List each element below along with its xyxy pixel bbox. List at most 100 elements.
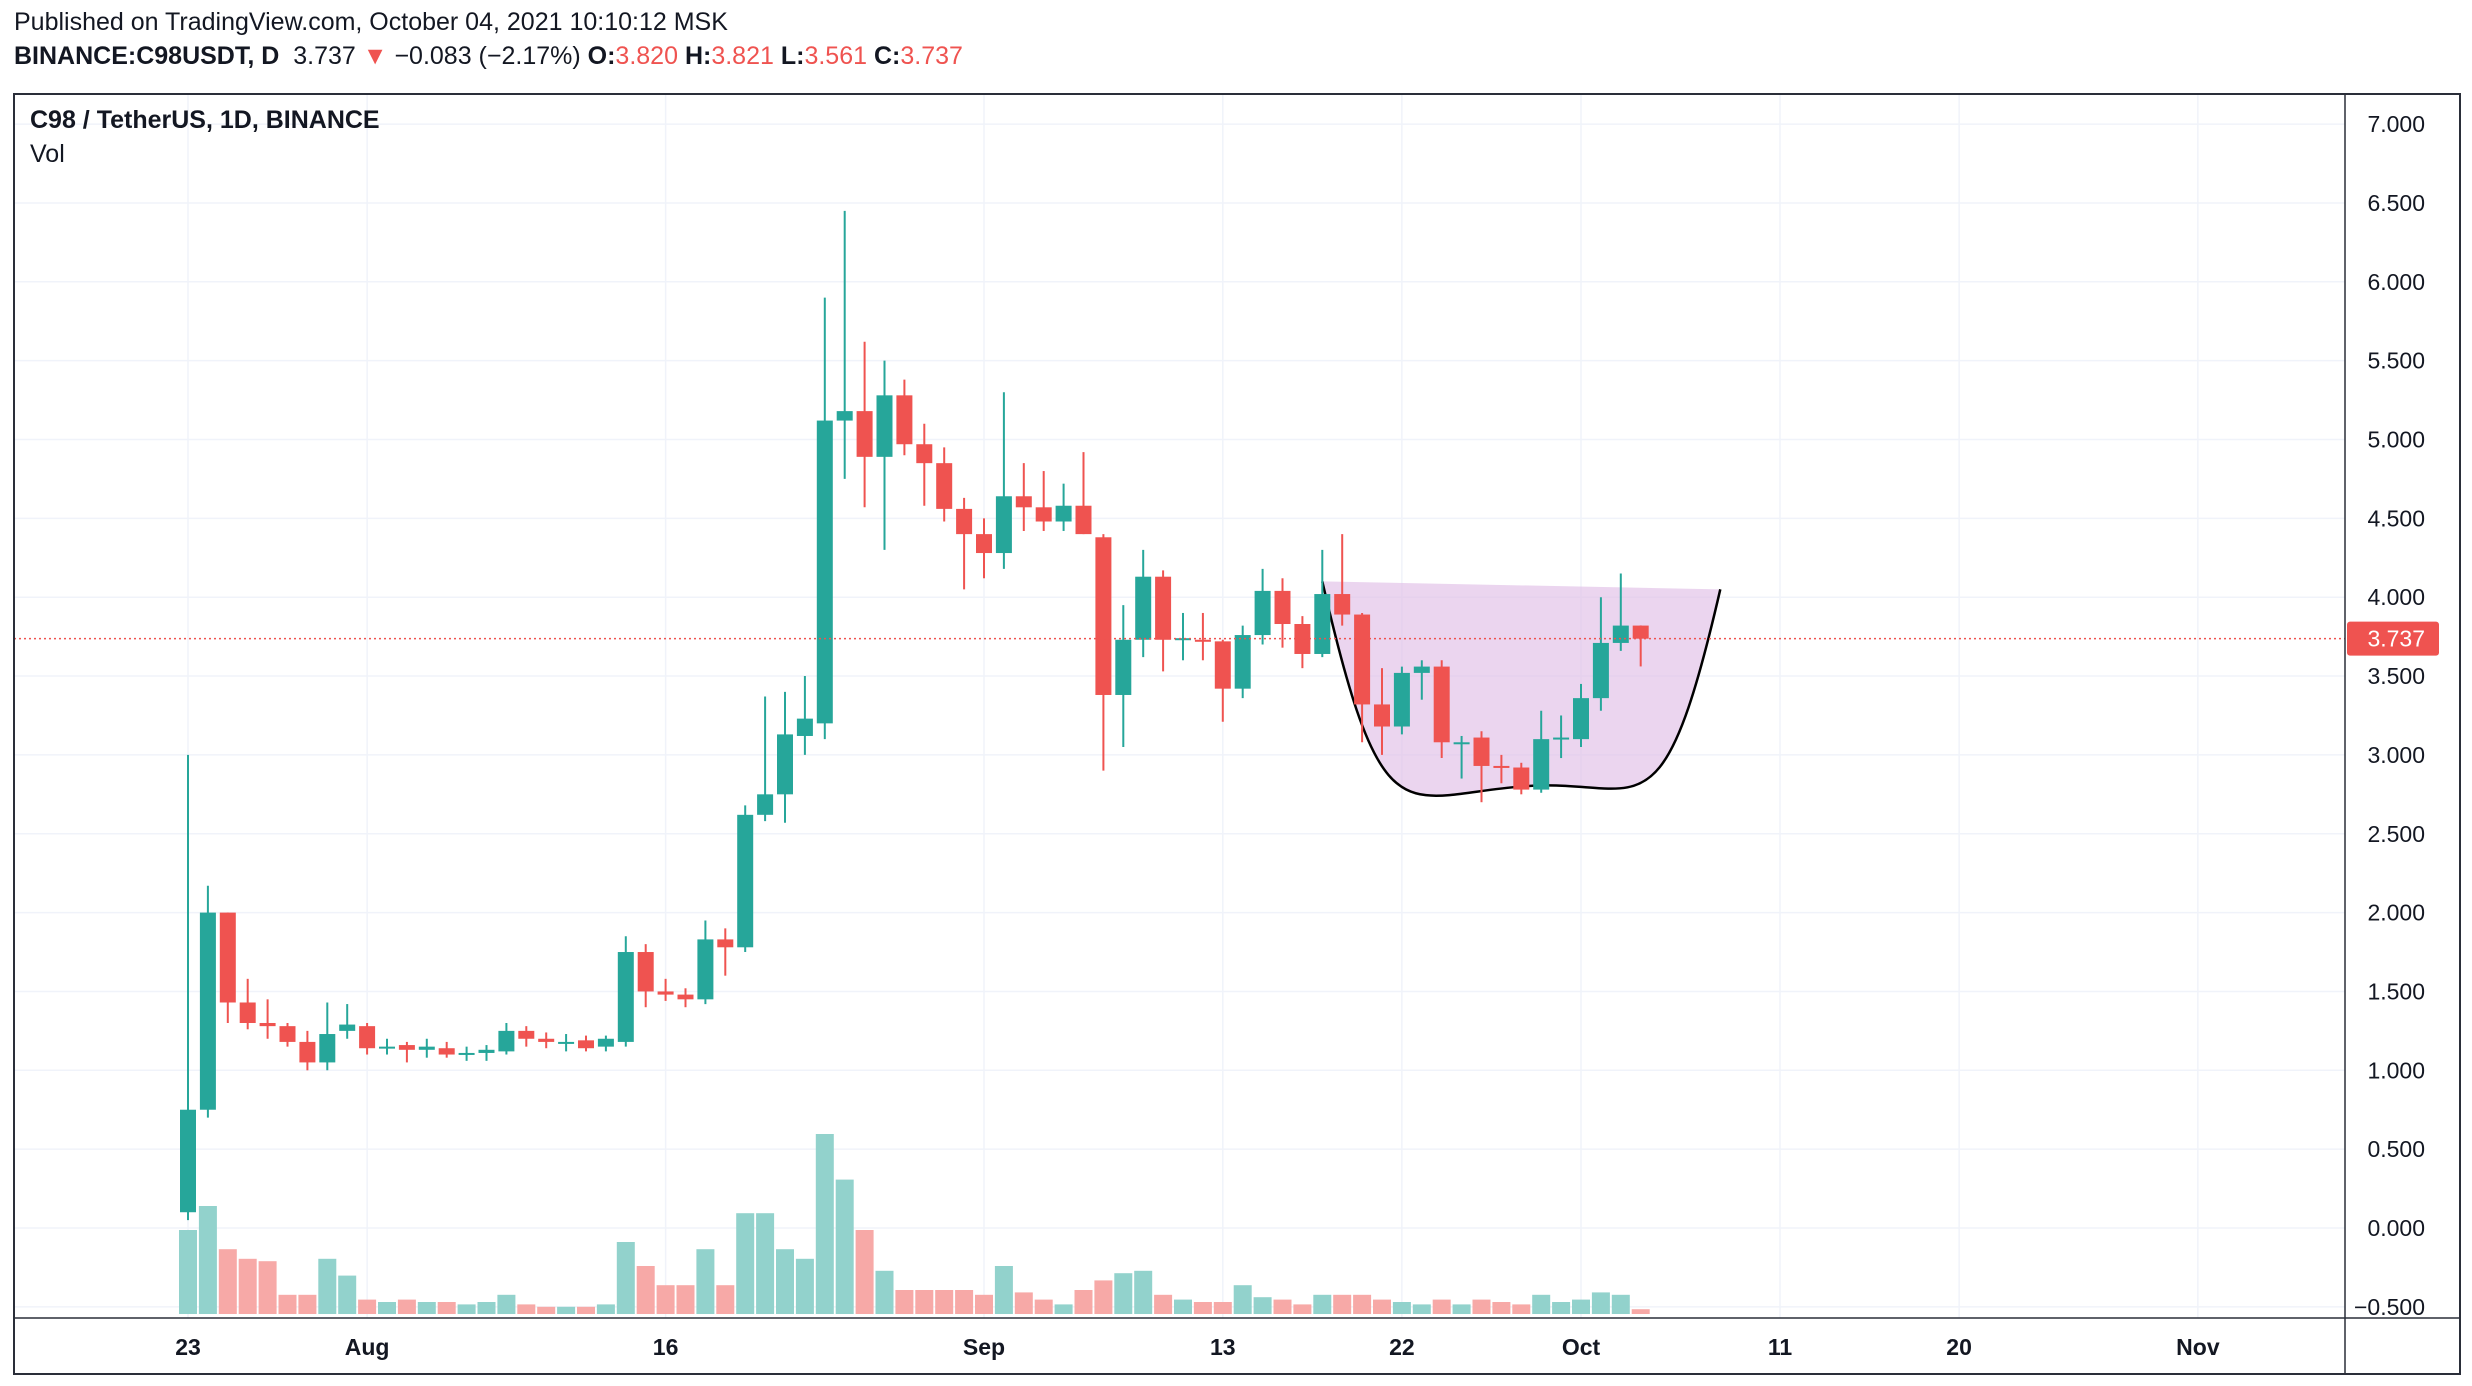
- candle-body: [478, 1049, 495, 1053]
- price-tick-label: 0.500: [2367, 1136, 2425, 1162]
- close-value: 3.737: [900, 42, 963, 70]
- candle-body: [995, 496, 1012, 554]
- candle-body: [299, 1041, 316, 1063]
- volume-bar: [517, 1304, 536, 1314]
- volume-bar: [179, 1230, 197, 1314]
- volume-bar: [1333, 1294, 1352, 1314]
- time-axis[interactable]: 23 Aug 16 Sep 13 22 Oct 11 20 Nov: [175, 1334, 2220, 1360]
- volume-bar: [955, 1290, 974, 1314]
- published-caption: Published on TradingView.com, October 04…: [14, 8, 728, 36]
- candle-body: [458, 1052, 475, 1055]
- candle-body: [757, 794, 774, 815]
- candle-body: [1214, 641, 1231, 689]
- volume-bar: [596, 1304, 615, 1314]
- price-tick-label: 2.000: [2367, 900, 2425, 926]
- volume-bar: [198, 1206, 217, 1314]
- price-tick-label: 1.500: [2367, 978, 2425, 1004]
- candle-body: [1533, 739, 1550, 790]
- candle-body: [976, 534, 992, 554]
- volume-bar: [895, 1290, 914, 1314]
- candle-body: [1354, 614, 1371, 705]
- candle-body: [1015, 496, 1032, 508]
- low-label: L:: [780, 42, 805, 70]
- last-price-badge: [2347, 621, 2439, 656]
- volume-bar: [417, 1302, 436, 1314]
- price-axis[interactable]: 7.000 6.500 6.000 5.500 5.000 4.500 4.000 3.500…: [2354, 111, 2425, 1320]
- volume-bar: [736, 1213, 755, 1314]
- candle-body: [1194, 639, 1211, 642]
- candle-body: [180, 1109, 196, 1213]
- candle-body: [518, 1030, 535, 1039]
- volume-bar: [1432, 1299, 1451, 1314]
- candle-body: [1573, 698, 1589, 740]
- volume-bar: [1611, 1294, 1630, 1314]
- price-tick-label: 0.000: [2367, 1215, 2425, 1241]
- time-tick-label: 16: [653, 1334, 679, 1360]
- volume-bar: [457, 1304, 476, 1314]
- volume-bar: [875, 1270, 894, 1314]
- volume-bar: [756, 1213, 775, 1314]
- candle-body: [438, 1048, 455, 1055]
- chart-frame: [13, 93, 2461, 1375]
- time-tick-label: 13: [1210, 1334, 1236, 1360]
- open-value: 3.820: [615, 42, 678, 70]
- price-tick-label: −0.500: [2354, 1294, 2425, 1320]
- high-value: 3.821: [711, 42, 774, 70]
- candle-body: [916, 444, 933, 464]
- volume-bar: [298, 1294, 317, 1314]
- volume-bar: [1233, 1285, 1252, 1314]
- candle-body: [1075, 505, 1092, 535]
- candle-body: [1513, 767, 1530, 790]
- volume-bar: [1154, 1294, 1173, 1314]
- volume-bar: [497, 1294, 516, 1314]
- candle-body: [1632, 625, 1649, 639]
- volume-bar: [1014, 1292, 1033, 1314]
- volume-bar: [1213, 1302, 1232, 1314]
- price-change: −0.083 (−2.17%): [394, 42, 581, 70]
- volume-bar: [1134, 1270, 1153, 1314]
- low-value: 3.561: [804, 42, 868, 70]
- volume-bar: [855, 1230, 874, 1314]
- candle-body: [856, 411, 873, 457]
- volume-bar: [935, 1290, 954, 1314]
- volume-bar: [1532, 1294, 1551, 1314]
- volume-bar: [835, 1179, 854, 1314]
- volume-bar: [338, 1275, 357, 1314]
- open-label: O:: [587, 42, 616, 70]
- candle-body: [259, 1022, 276, 1027]
- volume-bar: [258, 1261, 277, 1314]
- candle-body: [219, 912, 236, 1003]
- volume-bar: [1114, 1273, 1133, 1314]
- chart-grid: [14, 94, 2345, 1318]
- volume-bar: [477, 1302, 496, 1314]
- volume-bar: [537, 1306, 556, 1314]
- candle-body: [1175, 638, 1191, 641]
- volume-bar: [1492, 1302, 1511, 1314]
- time-tick-label: 23: [175, 1334, 201, 1360]
- volume-bar: [1591, 1292, 1610, 1314]
- time-tick-label: 11: [1768, 1334, 1793, 1360]
- candle-body: [1155, 576, 1172, 640]
- volume-bar: [1572, 1299, 1590, 1314]
- price-tick-label: 4.000: [2367, 584, 2425, 610]
- last-price-label: 3.737: [2347, 621, 2439, 656]
- last-price-badge-text: 3.737: [2367, 626, 2425, 652]
- candlesticks: [180, 210, 1649, 1221]
- time-tick-label: Sep: [963, 1334, 1005, 1360]
- volume-bar: [1412, 1304, 1431, 1314]
- volume-bar: [776, 1249, 794, 1314]
- candle-body: [199, 912, 216, 1110]
- candle-body: [1393, 672, 1410, 727]
- candle-body: [796, 718, 813, 736]
- candle-body: [637, 952, 654, 992]
- volume-bar: [1373, 1299, 1391, 1314]
- volume-bar: [318, 1258, 337, 1314]
- candle-body: [339, 1024, 356, 1031]
- volume-bar: [1631, 1309, 1650, 1314]
- volume-bar: [1193, 1302, 1212, 1314]
- volume-bar: [1054, 1304, 1073, 1314]
- candle-body: [418, 1046, 435, 1050]
- candle-body: [1135, 576, 1152, 640]
- candle-body: [1035, 507, 1052, 522]
